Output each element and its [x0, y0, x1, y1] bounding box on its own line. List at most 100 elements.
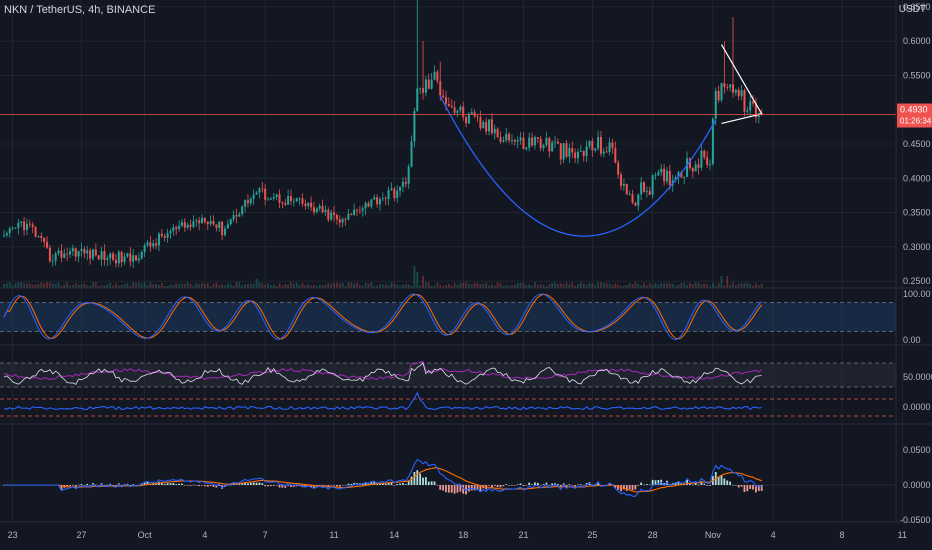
candle-body [295, 198, 298, 201]
volume-bar [51, 283, 54, 288]
time-tick-label: 4 [771, 530, 776, 540]
macd-histogram-bar [493, 485, 496, 487]
candle-body [645, 190, 648, 192]
candle-body [631, 194, 634, 204]
volume-bar [83, 283, 86, 288]
macd-histogram-bar [419, 473, 422, 485]
stoch-band [0, 302, 896, 332]
candle-body [318, 206, 321, 209]
volume-bar [132, 282, 135, 288]
macd-histogram-bar [697, 484, 700, 486]
candle-body [232, 215, 235, 220]
macd-histogram-bar [66, 485, 69, 488]
volume-bar [31, 284, 34, 288]
volume-bar [17, 282, 20, 288]
macd-histogram-bar [186, 484, 189, 486]
macd-histogram-bar [709, 485, 711, 486]
candle-body [496, 128, 499, 138]
volume-bar [516, 283, 519, 288]
volume-bar [344, 285, 347, 288]
macd-histogram-bar [720, 475, 723, 485]
candle-body [516, 140, 519, 142]
candle-body [677, 172, 680, 178]
volume-bar [726, 276, 729, 288]
volume-bar [671, 283, 674, 288]
macd-histogram-bar [634, 485, 637, 490]
candle-body [519, 137, 522, 141]
candle-body [562, 143, 565, 160]
macd-histogram-bar [353, 482, 356, 485]
macd-histogram-bar [531, 484, 533, 486]
candle-body [493, 128, 496, 134]
volume-bar [298, 285, 301, 288]
macd-histogram-bar [703, 483, 706, 485]
macd-tick-label: -0.0500 [900, 515, 931, 525]
volume-bar [605, 283, 608, 288]
candle-body [281, 202, 284, 204]
volume-bar [358, 284, 361, 288]
macd-histogram-bar [166, 483, 169, 485]
macd-histogram-bar [557, 483, 559, 485]
macd-histogram-bar [551, 483, 554, 485]
volume-bar [313, 284, 315, 288]
price-badge-countdown: 01:26:34 [900, 117, 932, 126]
macd-histogram-bar [235, 484, 238, 486]
symbol-title[interactable]: NKN / TetherUS, 4h, BINANCE [4, 4, 156, 16]
volume-bar [63, 284, 66, 288]
candle-body [97, 255, 100, 260]
macd-histogram-bar [522, 485, 525, 487]
candle-body [754, 103, 757, 118]
time-tick-label: 28 [648, 530, 658, 540]
macd-histogram-bar [554, 483, 556, 485]
macd-histogram-bar [422, 477, 424, 485]
macd-histogram-bar [206, 485, 209, 487]
volume-bar [491, 284, 493, 288]
candle-body [212, 221, 215, 225]
candle-body [407, 166, 410, 184]
macd-histogram-bar [752, 485, 754, 490]
candle-body [640, 182, 643, 195]
macd-histogram-bar [496, 485, 499, 488]
macd-histogram-bar [270, 485, 272, 487]
candle-body [140, 251, 143, 259]
candle-body [459, 106, 462, 111]
macd-histogram-bar [304, 485, 307, 488]
price-tick-label: 0.3000 [903, 242, 931, 252]
candle-body [358, 210, 361, 212]
macd-histogram-bar [192, 484, 195, 486]
time-tick-label: 4 [202, 530, 207, 540]
candle-body [367, 203, 370, 207]
candle-body [585, 146, 588, 157]
candle-body [554, 141, 557, 143]
volume-bar [465, 282, 467, 288]
rsi-band [0, 363, 896, 387]
candle-body [731, 84, 734, 93]
volume-bar [723, 285, 726, 288]
volume-bar [714, 285, 717, 288]
candle-body [46, 241, 49, 248]
macd-histogram-bar [513, 485, 516, 486]
candle-body [706, 157, 709, 165]
volume-bar [579, 282, 582, 288]
volume-bar [565, 282, 568, 288]
volume-bar [60, 285, 63, 288]
volume-bar [522, 282, 525, 288]
candle-body [602, 151, 605, 154]
time-tick-label: 18 [458, 530, 468, 540]
candle-body [723, 83, 726, 88]
volume-bar [531, 285, 533, 288]
macd-histogram-bar [146, 481, 149, 485]
candle-body [734, 89, 737, 93]
macd-histogram-bar [640, 482, 643, 485]
volume-bar [654, 283, 657, 288]
volume-bar [74, 283, 77, 288]
volume-bar [496, 282, 499, 288]
macd-histogram-bar [416, 470, 419, 485]
candle-body [594, 148, 597, 151]
macd-histogram-bar [427, 481, 430, 485]
candle-body [470, 112, 473, 114]
rsi-tick-label: 50.0000 [903, 372, 932, 382]
volume-bar [66, 282, 69, 288]
macd-histogram-bar [393, 485, 396, 486]
